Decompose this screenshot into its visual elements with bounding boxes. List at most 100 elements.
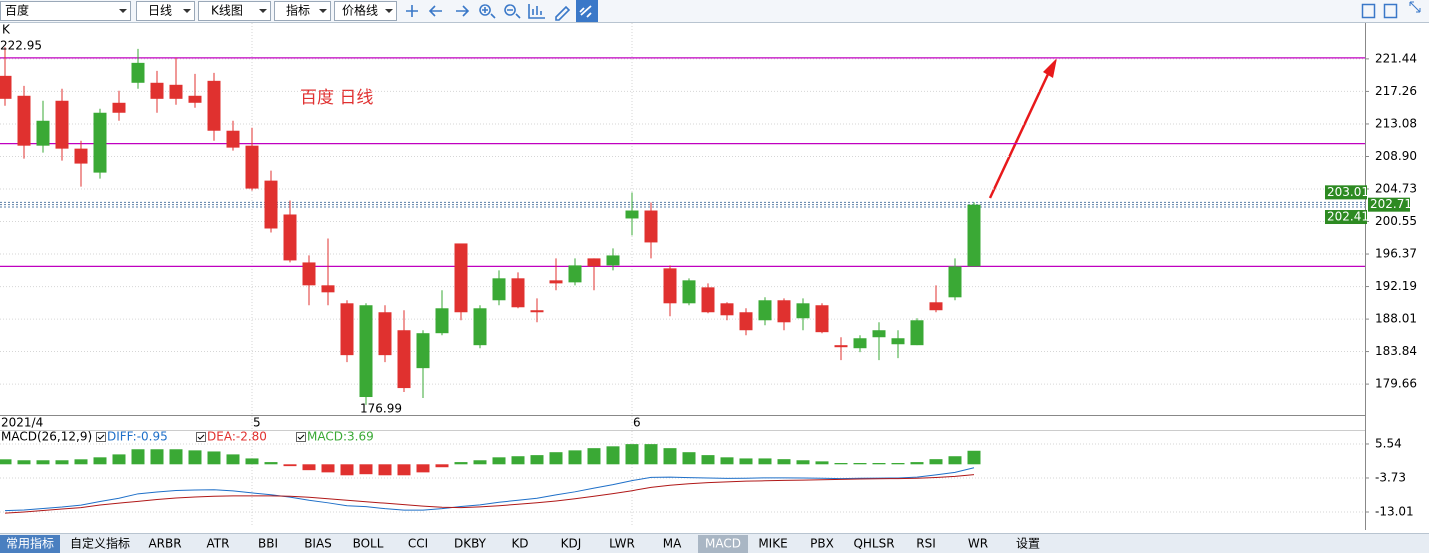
dropdown-box[interactable] bbox=[136, 1, 195, 21]
right-icon[interactable] bbox=[456, 5, 470, 17]
tab[interactable]: QHLSR bbox=[853, 537, 894, 551]
macd-bar bbox=[226, 454, 240, 465]
checkbox[interactable] bbox=[96, 432, 106, 442]
dropdown-label[interactable]: 指标 bbox=[286, 3, 310, 18]
y-tick-label: 208.90 bbox=[1375, 149, 1417, 163]
candle-body bbox=[663, 268, 677, 304]
macd-bar bbox=[397, 464, 411, 476]
tab[interactable]: MA bbox=[663, 537, 682, 551]
tab[interactable]: 设置 bbox=[1016, 537, 1040, 551]
macd-bar bbox=[910, 462, 924, 465]
dropdown[interactable]: 百度 bbox=[0, 1, 131, 21]
tab[interactable]: 自定义指标 bbox=[70, 536, 130, 551]
tab[interactable]: BBI bbox=[258, 537, 278, 551]
candle-body bbox=[264, 180, 278, 229]
legend-label: MACD:3.69 bbox=[307, 430, 374, 444]
tab[interactable]: RSI bbox=[916, 537, 936, 551]
tab[interactable]: ATR bbox=[207, 537, 230, 551]
zoom-in-icon[interactable] bbox=[479, 4, 496, 19]
candle-body bbox=[245, 145, 259, 189]
layout-icon[interactable] bbox=[1383, 3, 1398, 19]
zoom-out-icon[interactable] bbox=[504, 4, 521, 19]
arrow-shaft bbox=[988, 71, 1051, 199]
candle-body bbox=[473, 308, 487, 346]
checkbox[interactable] bbox=[296, 432, 306, 442]
layout-icon[interactable] bbox=[1361, 3, 1376, 19]
macd-bar bbox=[530, 455, 544, 465]
candle-body bbox=[378, 312, 392, 356]
candle-body bbox=[644, 210, 658, 243]
candle-body bbox=[321, 285, 335, 293]
dropdown[interactable]: K线图 bbox=[198, 1, 271, 21]
panel-title: MACD(26,12,9) bbox=[1, 430, 92, 444]
crosshair-icon[interactable] bbox=[406, 5, 418, 17]
candle-body bbox=[511, 278, 525, 308]
macd-bar bbox=[264, 462, 278, 465]
dropdown-box[interactable] bbox=[198, 1, 271, 21]
y-tick-label: -3.73 bbox=[1375, 470, 1406, 484]
tab[interactable]: MIKE bbox=[758, 537, 787, 551]
checkmark bbox=[197, 434, 205, 440]
tab[interactable]: 常用指标 bbox=[6, 536, 54, 551]
price-tag bbox=[1368, 197, 1410, 212]
dropdown-label[interactable]: 日线 bbox=[148, 4, 172, 18]
y-tick-label: 204.73 bbox=[1375, 181, 1417, 195]
dropdown-box[interactable] bbox=[274, 1, 331, 21]
macd-bar bbox=[587, 448, 601, 465]
macd-bar bbox=[473, 460, 487, 465]
y-tick-label: 188.01 bbox=[1375, 312, 1417, 326]
candle-body bbox=[0, 75, 12, 99]
dropdown-label[interactable]: 百度 bbox=[5, 3, 29, 18]
macd-bar bbox=[568, 450, 582, 465]
annotation: 百度 日线 bbox=[300, 88, 373, 108]
dropdown-arrow bbox=[183, 9, 191, 13]
tab[interactable]: BOLL bbox=[353, 537, 384, 551]
macd-bar bbox=[378, 464, 392, 476]
tab[interactable]: KD bbox=[511, 537, 528, 551]
macd-bar bbox=[416, 464, 430, 473]
tab[interactable]: WR bbox=[968, 537, 988, 551]
checkbox[interactable] bbox=[196, 432, 206, 442]
macd-bar bbox=[55, 460, 69, 465]
tab[interactable]: ARBR bbox=[148, 537, 181, 551]
expand-icon[interactable] bbox=[1409, 1, 1421, 13]
tab[interactable]: KDJ bbox=[561, 537, 582, 551]
dropdown[interactable]: 价格线 bbox=[334, 1, 397, 21]
tab[interactable]: MACD bbox=[705, 537, 741, 551]
candle-body bbox=[530, 310, 544, 313]
pencil-icon[interactable] bbox=[555, 5, 571, 21]
macd-bar bbox=[758, 458, 772, 465]
dropdown-box[interactable] bbox=[334, 1, 397, 21]
dropdown-label[interactable]: 价格线 bbox=[342, 3, 378, 18]
checkmark bbox=[297, 434, 305, 440]
tab[interactable]: BIAS bbox=[304, 537, 332, 551]
y-tick-label: 192.19 bbox=[1375, 279, 1417, 293]
link-button[interactable] bbox=[576, 0, 598, 22]
candle-body bbox=[188, 95, 202, 103]
macd-bar bbox=[511, 456, 525, 465]
toolbar-icons[interactable] bbox=[406, 4, 571, 21]
dropdown[interactable]: 指标 bbox=[274, 1, 331, 21]
macd-bar bbox=[492, 457, 506, 465]
arrow-head bbox=[1043, 58, 1057, 78]
bars-icon[interactable] bbox=[528, 4, 545, 19]
dropdown-box[interactable] bbox=[0, 1, 131, 21]
candle-body bbox=[758, 300, 772, 321]
dropdown-arrow bbox=[259, 9, 267, 13]
tab[interactable]: DKBY bbox=[454, 537, 487, 551]
candle-body bbox=[891, 338, 905, 345]
candle-body bbox=[397, 330, 411, 389]
dropdown[interactable]: 日线 bbox=[136, 1, 195, 21]
tab[interactable]: PBX bbox=[810, 537, 834, 551]
x-tick-label: 5 bbox=[253, 416, 261, 430]
tab-list: 常用指标 自定义指标 ARBR ATR BBI BIAS BOLL CCI DKBY KD KDJ L… bbox=[0, 535, 1040, 553]
dropdown-label[interactable]: K线图 bbox=[211, 4, 243, 18]
macd-bar bbox=[663, 448, 677, 465]
candle-body bbox=[720, 303, 734, 316]
left-icon[interactable] bbox=[428, 5, 442, 17]
price-tag-label: 202.41 bbox=[1327, 210, 1369, 224]
tab[interactable]: LWR bbox=[609, 537, 635, 551]
tab[interactable]: CCI bbox=[408, 537, 428, 551]
candle-body bbox=[606, 255, 620, 266]
macd-bar bbox=[644, 444, 658, 465]
